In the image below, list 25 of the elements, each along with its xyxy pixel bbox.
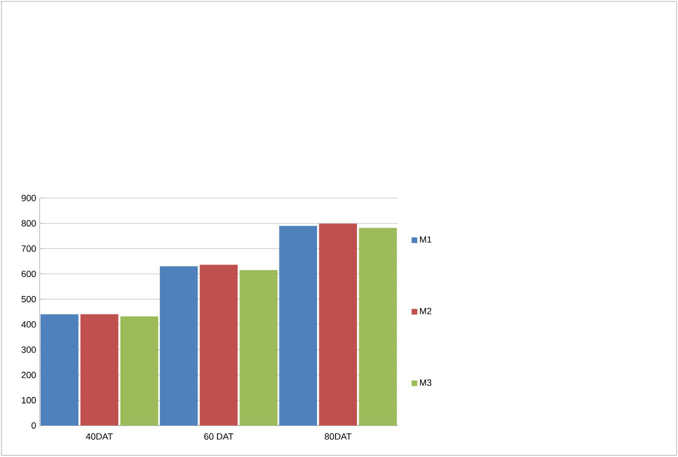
x-tick-label: 60 DAT (204, 433, 234, 440)
y-tick-label: 0 (32, 422, 36, 429)
bar (319, 224, 357, 426)
y-tick-label: 700 (22, 246, 36, 252)
bar (80, 314, 118, 426)
y-tick-label: 200 (22, 372, 36, 378)
y-tick-label: 800 (22, 220, 36, 227)
bar (40, 314, 78, 426)
y-tick-label: 400 (21, 321, 36, 328)
y-tick-label: 300 (22, 346, 36, 354)
legend-label: M2 (420, 308, 432, 314)
x-tick-label: 40DAT (86, 433, 113, 440)
y-tick-label: 900 (22, 195, 36, 202)
y-tick-label: 600 (22, 270, 36, 278)
bar (279, 226, 318, 426)
bar (358, 228, 397, 426)
bar (120, 316, 158, 426)
bar (200, 264, 238, 426)
x-tick-label: 80DAT (324, 433, 352, 440)
y-tick-label: 100 (22, 397, 36, 404)
legend-label: M1 (420, 236, 432, 243)
legend-label: M3 (420, 380, 432, 386)
bar (160, 266, 198, 426)
y-tick-label: 500 (22, 296, 36, 302)
bar (240, 270, 278, 426)
